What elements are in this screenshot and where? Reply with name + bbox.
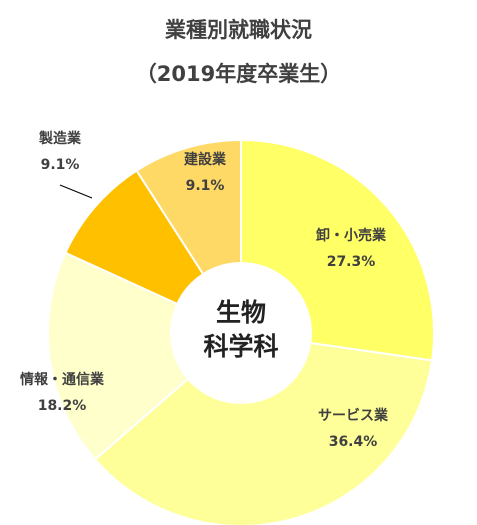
- center-label-line2: 科学科: [203, 332, 278, 361]
- slice-label-joho-tsushin: 情報・通信業: [20, 371, 105, 388]
- leader-line-seizou: [59, 184, 93, 199]
- chart-subtitle: （2019年度卒業生）: [135, 62, 342, 86]
- slice-value-oroshi-kouri: 27.3%: [327, 254, 376, 270]
- donut-hole: [170, 262, 312, 404]
- slice-value-service: 36.4%: [329, 434, 378, 450]
- slice-joho-tsushin: [47, 251, 243, 461]
- slice-service: [93, 331, 434, 525]
- slice-value-seizou: 9.1%: [41, 157, 80, 173]
- chart-title: 業種別就職状況: [165, 18, 312, 42]
- slice-label-oroshi-kouri: 卸・小売業: [316, 227, 387, 244]
- slice-value-joho-tsushin: 18.2%: [38, 398, 87, 414]
- center-label-line1: 生物: [216, 298, 266, 327]
- labels-group: 卸・小売業 27.3% サービス業 36.4% 情報・通信業 18.2% 製造業 9.1% 建設…: [20, 130, 389, 450]
- slice-label-service: サービス業: [318, 407, 389, 424]
- slice-value-kensetsu: 9.1%: [186, 178, 225, 194]
- slice-label-seizou: 製造業: [38, 130, 82, 147]
- slice-label-kensetsu: 建設業: [184, 151, 227, 168]
